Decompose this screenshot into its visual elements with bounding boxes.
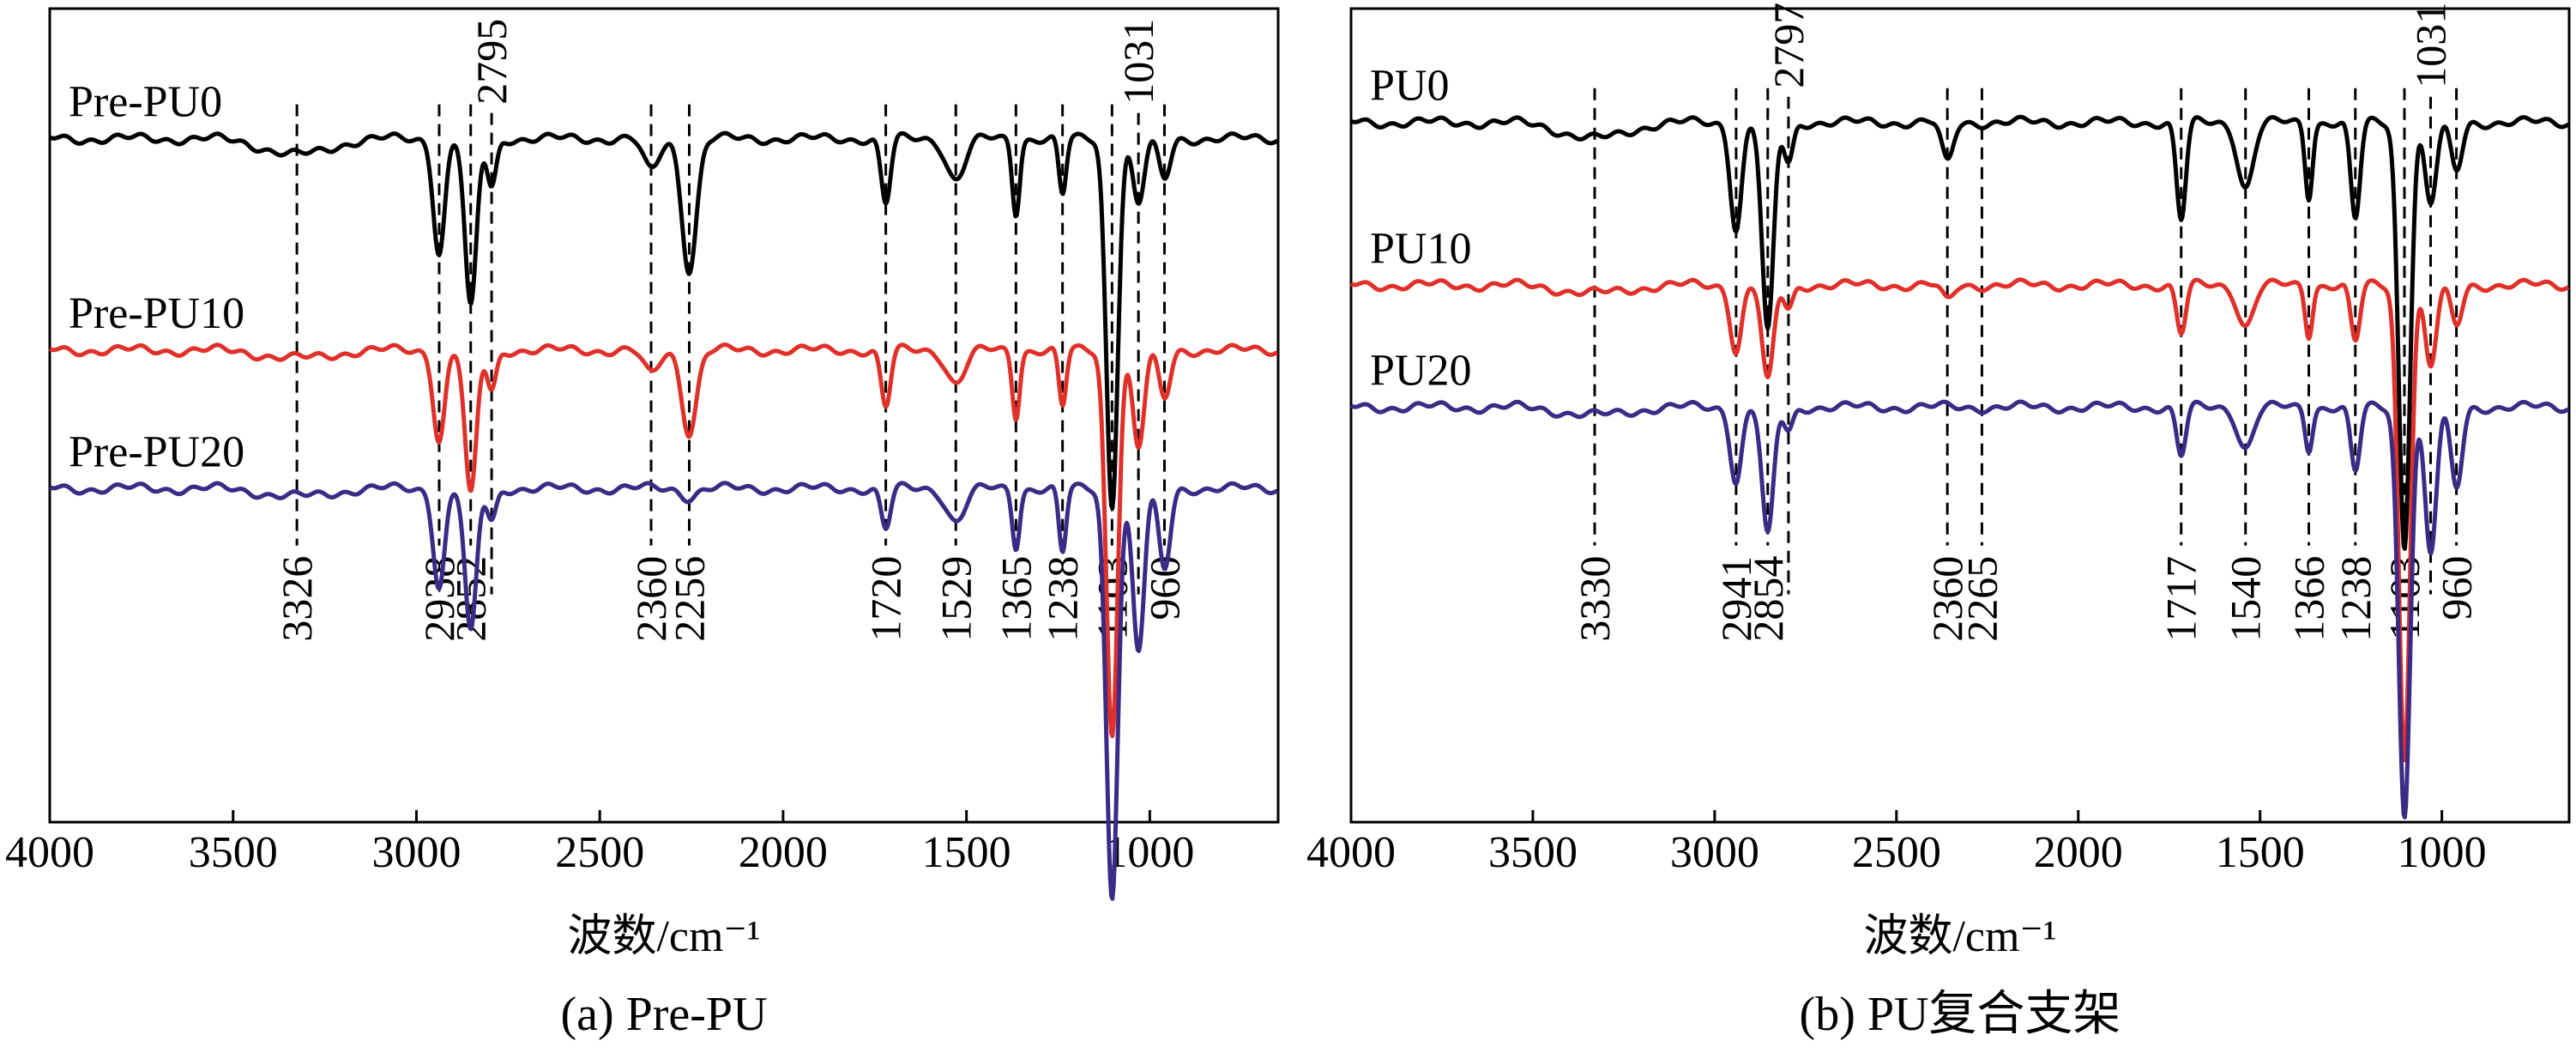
x-tick-label: 2500 bbox=[1852, 828, 1941, 877]
peak-label: 2360 bbox=[627, 556, 675, 642]
x-tick-label: 2500 bbox=[555, 828, 644, 877]
peak-label: 1720 bbox=[862, 556, 910, 642]
x-tick-label: 3500 bbox=[1488, 828, 1578, 877]
x-tick-label: 2000 bbox=[2034, 828, 2123, 877]
series-line-pu20 bbox=[1349, 399, 2570, 820]
peak-label: 2797 bbox=[1765, 3, 1813, 88]
x-axis-label: 波数/cm⁻¹ bbox=[567, 912, 760, 961]
peak-label: 1529 bbox=[932, 556, 980, 642]
peak-label: 2795 bbox=[468, 19, 516, 105]
peak-label: 1103 bbox=[1088, 556, 1136, 640]
series-label-pre-pu0: Pre-PU0 bbox=[69, 78, 222, 127]
series-label-pu20: PU20 bbox=[1370, 347, 1471, 396]
panel-a: 4000 3500 3000 2500 2000 1500 1000 波数/cm⁻¹ (a) P… bbox=[5, 7, 1280, 1041]
peak-label: 1238 bbox=[1039, 556, 1087, 642]
series-line-pre-pu0 bbox=[48, 130, 1279, 511]
x-tick-label: 2000 bbox=[739, 828, 828, 877]
x-tick-label: 1000 bbox=[2398, 828, 2487, 877]
peak-label: 3326 bbox=[273, 556, 321, 642]
x-tick-label: 3000 bbox=[1670, 828, 1759, 877]
series-line-pu0 bbox=[1349, 114, 2570, 551]
peak-label: 2941 bbox=[1712, 556, 1760, 642]
series-label-pu10: PU10 bbox=[1370, 224, 1471, 273]
peak-label: 3330 bbox=[1571, 556, 1619, 642]
series-label-pu0: PU0 bbox=[1370, 62, 1449, 111]
x-tick-label: 1000 bbox=[1105, 828, 1194, 877]
peak-label: 1031 bbox=[1114, 19, 1162, 105]
peak-label: 1238 bbox=[2332, 556, 2380, 642]
peak-label: 1103 bbox=[2380, 556, 2428, 640]
peak-label: 1540 bbox=[2222, 556, 2270, 642]
peak-label: 1717 bbox=[2157, 556, 2205, 642]
peak-label: 2938 bbox=[415, 556, 463, 642]
plot-frame bbox=[48, 7, 1280, 824]
panel-caption: (a) Pre-PU bbox=[560, 988, 767, 1041]
peak-label: 1031 bbox=[2407, 3, 2455, 88]
x-tick-label: 4000 bbox=[1306, 828, 1396, 877]
peak-label: 2854 bbox=[1744, 556, 1792, 642]
peak-label: 2256 bbox=[665, 556, 713, 642]
x-tick-label: 4000 bbox=[5, 828, 94, 877]
x-tick-label: 1500 bbox=[2216, 828, 2305, 877]
panel-caption: (b) PU复合支架 bbox=[1800, 988, 2121, 1041]
peak-label: 1366 bbox=[2285, 556, 2333, 642]
peak-label: 1365 bbox=[992, 556, 1040, 642]
series-line-pu10 bbox=[1349, 277, 2570, 763]
peak-label: 2265 bbox=[1958, 556, 2006, 642]
x-tick-label: 1500 bbox=[922, 828, 1011, 877]
series-label-pre-pu10: Pre-PU10 bbox=[69, 289, 244, 338]
x-tick-label: 3500 bbox=[189, 828, 278, 877]
plot-frame bbox=[1349, 7, 2571, 824]
series-line-pre-pu10 bbox=[48, 342, 1279, 739]
peak-label: 2360 bbox=[1923, 556, 1971, 642]
peak-label: 960 bbox=[2433, 556, 2481, 620]
panel-b: 4000 3500 3000 2500 2000 1500 1000 波数/cm⁻¹ (b) P… bbox=[1306, 3, 2571, 1041]
x-tick-label: 3000 bbox=[371, 828, 461, 877]
series-line-pre-pu20 bbox=[48, 481, 1279, 901]
series-label-pre-pu20: Pre-PU20 bbox=[69, 427, 244, 476]
x-axis-label: 波数/cm⁻¹ bbox=[1863, 912, 2056, 961]
